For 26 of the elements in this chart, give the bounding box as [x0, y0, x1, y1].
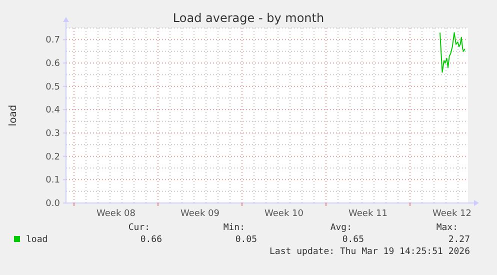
text: 2.27 — [448, 235, 470, 245]
text: Max: — [436, 223, 458, 233]
line-series — [440, 32, 466, 73]
text: 0.05 — [235, 235, 257, 245]
x-tick-label: Week 12 — [432, 209, 472, 219]
y-tick-label: 0.3 — [46, 129, 60, 139]
y-tick-label: 0.1 — [46, 176, 60, 186]
y-tick-label: 0.0 — [46, 199, 60, 209]
text: 0.65 — [342, 235, 364, 245]
y-tick-label: 0.2 — [46, 152, 60, 162]
x-tick-label: Week 09 — [180, 209, 220, 219]
legend-label: load — [26, 235, 48, 245]
y-tick-label: 0.6 — [46, 59, 60, 69]
text: 0.66 — [140, 235, 162, 245]
text: Min: — [223, 223, 245, 233]
text: Last update: Thu Mar 19 14:25:51 2026 — [270, 247, 470, 257]
x-tick-label: Week 10 — [264, 209, 304, 219]
y-tick-label: 0.4 — [46, 106, 60, 116]
x-tick-label: Week 11 — [348, 209, 388, 219]
chart-title: Load average - by month — [172, 11, 324, 25]
y-axis-title: load — [8, 104, 19, 126]
y-tick-label: 0.5 — [46, 82, 60, 92]
x-tick-label: Week 08 — [96, 209, 136, 219]
text: Avg: — [330, 223, 352, 233]
y-tick-label: 0.7 — [46, 36, 60, 46]
text: Cur: — [128, 223, 150, 233]
